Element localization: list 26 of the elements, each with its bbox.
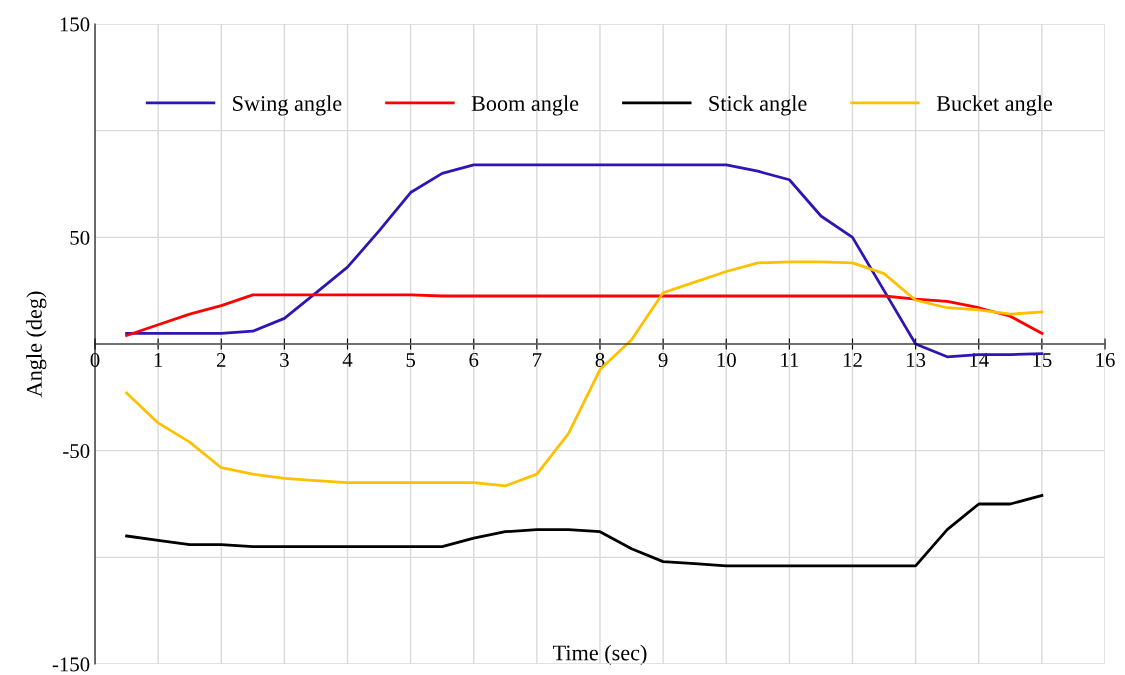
x-tick-label: 6 [469, 352, 479, 367]
x-tick-label: 16 [1096, 352, 1115, 367]
x-tick-label: 2 [216, 352, 226, 367]
y-axis-title: Angle (deg) [26, 291, 47, 398]
x-tick-label: 3 [280, 352, 289, 367]
x-tick-label: 12 [843, 352, 862, 367]
line-series [125, 293, 1044, 337]
y-tick-label: -150 [52, 657, 90, 672]
y-tick-label: 150 [60, 17, 90, 32]
legend-label: Stick angle [709, 95, 807, 116]
legend-label: Boom angle [471, 95, 579, 116]
legend-label: Swing angle [233, 95, 342, 116]
x-tick-label: 4 [342, 353, 353, 367]
legend-label: Bucket angle [936, 95, 1053, 116]
x-tick-label: 5 [406, 353, 416, 367]
line-series [125, 494, 1044, 568]
x-tick-label: 1 [154, 353, 163, 367]
x-tick-label: 11 [781, 353, 799, 367]
x-tick-label: 10 [717, 352, 736, 367]
y-tick-label: -50 [63, 444, 90, 459]
x-tick-label: 9 [658, 352, 668, 367]
x-axis-title: Time (sec) [552, 644, 647, 665]
x-tick-label: 7 [533, 353, 542, 367]
x-tick-label: 8 [595, 352, 605, 367]
y-tick-label: 50 [70, 230, 90, 245]
x-tick-label: 13 [907, 352, 926, 367]
